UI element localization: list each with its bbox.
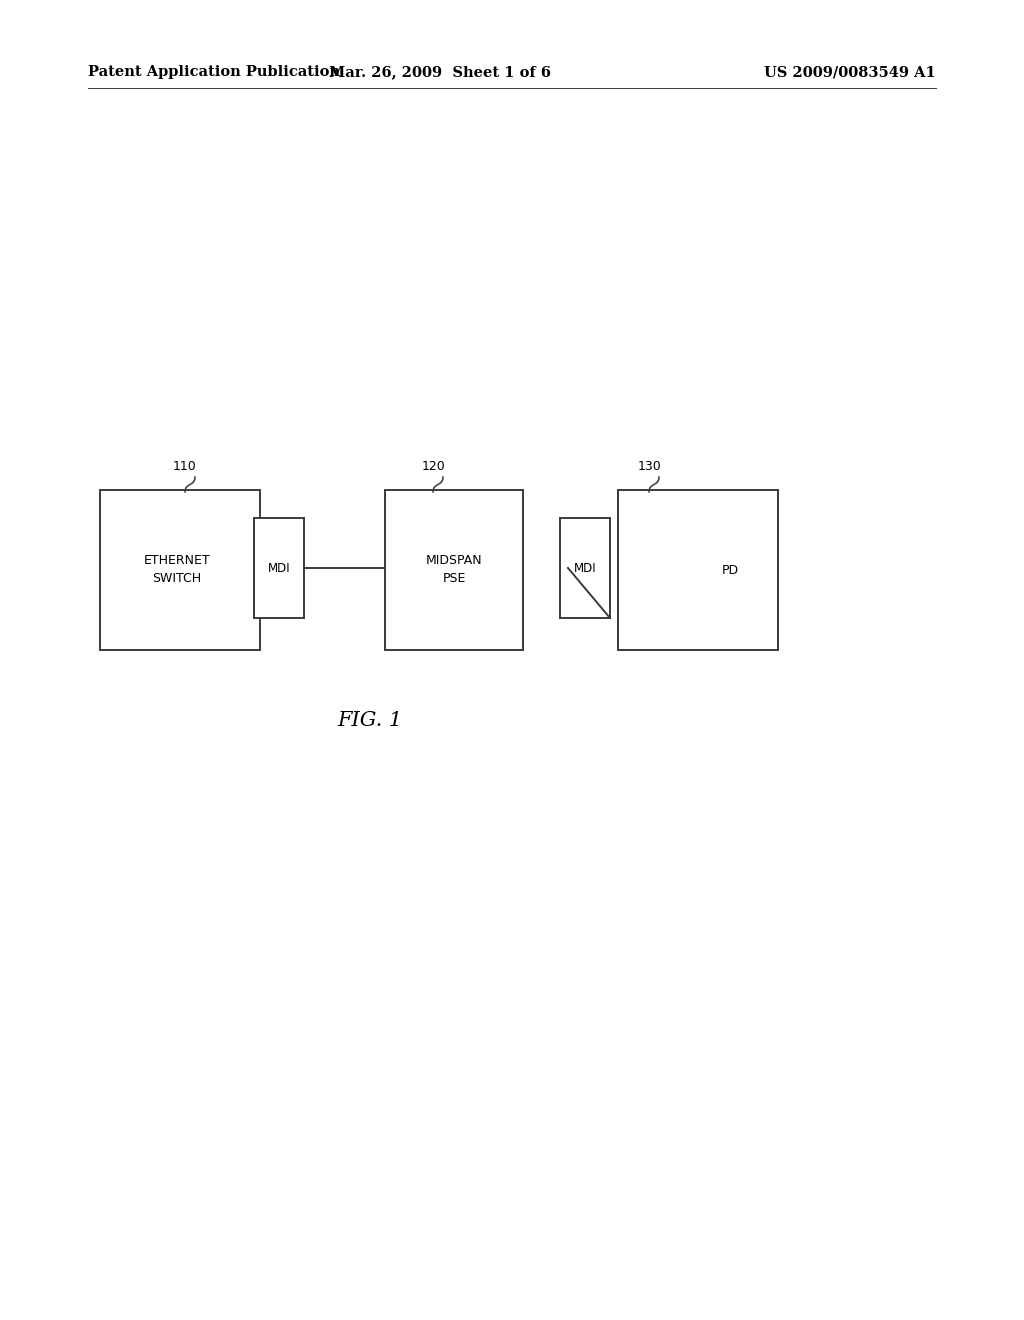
- Text: PD: PD: [722, 564, 738, 577]
- Text: Patent Application Publication: Patent Application Publication: [88, 65, 340, 79]
- Text: MIDSPAN
PSE: MIDSPAN PSE: [426, 554, 482, 586]
- Bar: [254, 517, 304, 618]
- Text: 110: 110: [173, 459, 197, 473]
- Text: Mar. 26, 2009  Sheet 1 of 6: Mar. 26, 2009 Sheet 1 of 6: [329, 65, 551, 79]
- Text: 130: 130: [638, 459, 662, 473]
- Bar: [618, 490, 778, 649]
- Text: MDI: MDI: [573, 561, 596, 574]
- Text: US 2009/0083549 A1: US 2009/0083549 A1: [764, 65, 936, 79]
- Text: 120: 120: [422, 459, 445, 473]
- Bar: [100, 490, 260, 649]
- Bar: [385, 490, 523, 649]
- Text: FIG. 1: FIG. 1: [338, 710, 402, 730]
- Text: MDI: MDI: [267, 561, 291, 574]
- Text: ETHERNET
SWITCH: ETHERNET SWITCH: [143, 554, 210, 586]
- Bar: [560, 517, 610, 618]
